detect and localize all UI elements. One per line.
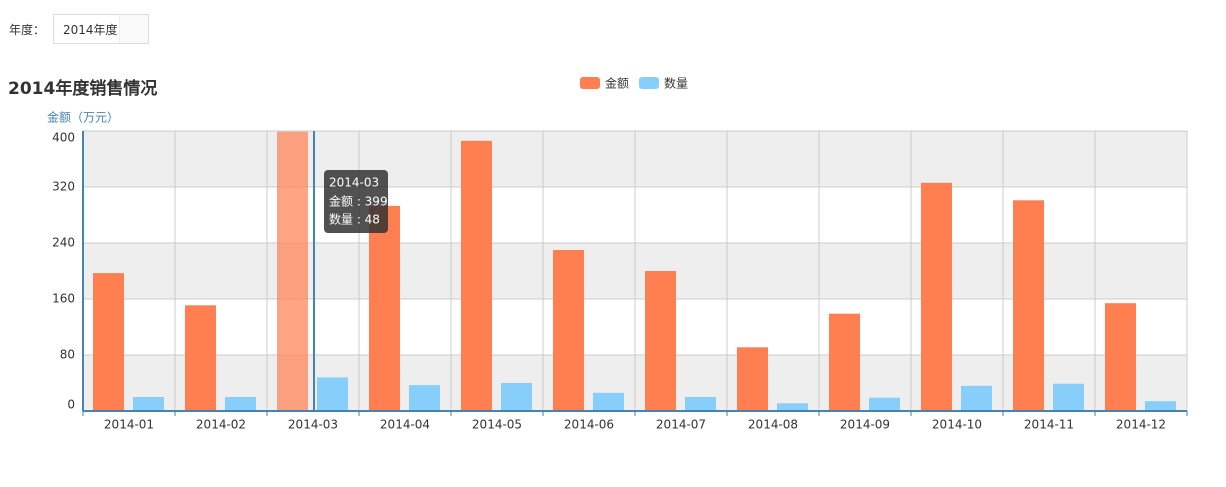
y-tick-label: 0 — [67, 398, 75, 412]
legend-label: 数量 — [664, 76, 688, 91]
x-tick-label: 2014-02 — [196, 418, 246, 432]
legend-label: 金额 — [605, 76, 629, 91]
bar — [461, 140, 492, 412]
tooltip-line: 金额 : 399 — [329, 194, 388, 209]
bar — [685, 397, 716, 411]
bar — [501, 383, 532, 411]
legend-swatch — [580, 77, 600, 89]
bar — [829, 313, 860, 411]
bar — [185, 305, 216, 411]
bar — [225, 397, 256, 411]
bar — [1105, 303, 1136, 411]
filter-label: 年度： — [9, 22, 46, 37]
bar — [409, 385, 440, 411]
year-select[interactable]: 2014年度 — [53, 14, 150, 44]
bar — [1053, 383, 1084, 411]
y-axis-label: 金额（万元） — [47, 110, 119, 125]
bar — [1145, 401, 1176, 411]
bar — [277, 131, 308, 411]
bar — [593, 392, 624, 411]
x-tick-label: 2014-04 — [380, 418, 430, 432]
bar — [93, 273, 124, 411]
bar — [645, 271, 676, 411]
bar — [133, 397, 164, 411]
x-tick-label: 2014-01 — [104, 418, 154, 432]
bar — [1013, 200, 1044, 411]
tooltip-title: 2014-03 — [329, 176, 379, 190]
year-filter: 年度： 2014年度 — [9, 14, 150, 44]
y-tick-label: 320 — [52, 180, 75, 194]
x-tick-label: 2014-05 — [472, 418, 522, 432]
x-tick-label: 2014-07 — [656, 418, 706, 432]
x-tick-label: 2014-03 — [288, 418, 338, 432]
tooltip-line: 数量 : 48 — [329, 212, 380, 227]
bar — [553, 250, 584, 411]
bar — [869, 397, 900, 411]
bar — [737, 347, 768, 411]
tooltip-box — [324, 170, 388, 233]
legend-swatch — [639, 77, 659, 89]
x-tick-label: 2014-09 — [840, 418, 890, 432]
x-tick-label: 2014-06 — [564, 418, 614, 432]
bar — [961, 385, 992, 411]
select-value: 2014年度 — [63, 22, 118, 37]
x-tick-label: 2014-11 — [1024, 418, 1074, 432]
bar — [369, 205, 400, 411]
x-tick-label: 2014-12 — [1116, 418, 1166, 432]
y-tick-label: 240 — [52, 236, 75, 250]
y-tick-label: 400 — [52, 131, 75, 145]
bar — [921, 182, 952, 411]
y-tick-label: 160 — [52, 292, 75, 306]
bar — [777, 403, 808, 411]
chart-title: 2014年度销售情况 — [8, 78, 157, 99]
y-tick-label: 80 — [60, 348, 75, 362]
x-tick-label: 2014-08 — [748, 418, 798, 432]
bar — [317, 377, 348, 411]
x-tick-label: 2014-10 — [932, 418, 982, 432]
